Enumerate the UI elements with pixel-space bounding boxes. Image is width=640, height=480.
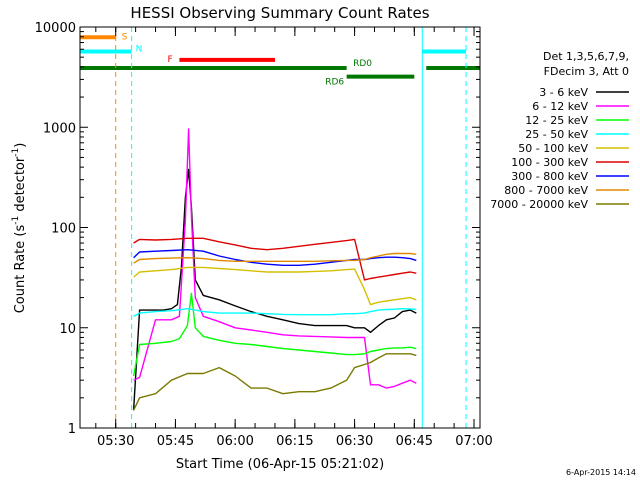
legend-label: 300 - 800 keV xyxy=(511,170,588,183)
x-tick-label: 05:30 xyxy=(97,434,134,449)
x-axis: 05:30 05:45 06:00 06:15 06:30 06:45 07:00 xyxy=(95,27,493,449)
series-line-3 xyxy=(133,308,417,317)
legend-label: 50 - 100 keV xyxy=(518,142,588,155)
legend: Det 1,3,5,6,7,9, FDecim 3, Att 0 3 - 6 k… xyxy=(490,50,629,211)
series-line-7 xyxy=(133,252,417,264)
legend-label: 800 - 7000 keV xyxy=(504,184,588,197)
x-axis-label: Start Time (06-Apr-15 05:21:02) xyxy=(176,457,384,472)
state-bar-labels: SN F RD0 RD6 xyxy=(122,32,373,87)
y-tick-label: 100 xyxy=(51,222,76,237)
y-tick-label: 10000 xyxy=(35,21,76,36)
series-line-0 xyxy=(132,168,417,411)
legend-label: 6 - 12 keV xyxy=(532,100,588,113)
legend-label: 7000 - 20000 keV xyxy=(490,198,588,211)
series-line-2 xyxy=(132,292,417,377)
y-axis: 1 10 100 1000 10000 xyxy=(35,21,480,437)
x-tick-label: 05:45 xyxy=(157,434,194,449)
x-tick-label: 06:00 xyxy=(216,434,253,449)
chart-title: HESSI Observing Summary Count Rates xyxy=(130,4,429,22)
y-tick-label: 10 xyxy=(59,322,76,337)
legend-header-line-1: Det 1,3,5,6,7,9, xyxy=(543,50,629,63)
time-markers xyxy=(115,27,467,428)
x-tick-label: 07:00 xyxy=(455,434,492,449)
state-bar-label-s: S xyxy=(122,32,128,42)
y-label-mid: detector xyxy=(13,156,28,216)
y-label-end: ) xyxy=(13,143,28,148)
state-bar-label-f: F xyxy=(167,55,172,65)
series-line-4 xyxy=(133,266,417,306)
plot-frame xyxy=(79,26,481,429)
y-tick-label: 1000 xyxy=(43,121,76,136)
series-line-5 xyxy=(133,237,417,281)
series-line-6 xyxy=(133,248,417,266)
state-bar-label-rd0: RD0 xyxy=(353,59,372,69)
series-lines xyxy=(132,128,417,411)
legend-label: 25 - 50 keV xyxy=(525,128,588,141)
state-bar-label-rd6: RD6 xyxy=(325,78,344,88)
x-tick-label: 06:45 xyxy=(396,434,433,449)
legend-header-line-2: FDecim 3, Att 0 xyxy=(544,65,629,78)
x-tick-label: 06:15 xyxy=(276,434,313,449)
y-axis-label: Count Rate (s-1 detector-1) xyxy=(11,143,28,314)
state-bars xyxy=(80,35,480,79)
legend-label: 3 - 6 keV xyxy=(539,86,588,99)
y-tick-label: 1 xyxy=(68,422,76,437)
legend-label: 12 - 25 keV xyxy=(525,114,588,127)
footer-date: 6-Apr-2015 14:14 xyxy=(566,468,636,477)
y-label-exponent-1: -1 xyxy=(11,216,21,225)
y-label-exponent-2: -1 xyxy=(11,148,21,157)
series-line-8 xyxy=(132,353,417,411)
state-bar-label-n: N xyxy=(136,44,143,54)
x-tick-label: 06:30 xyxy=(336,434,373,449)
legend-label: 100 - 300 keV xyxy=(511,156,588,169)
